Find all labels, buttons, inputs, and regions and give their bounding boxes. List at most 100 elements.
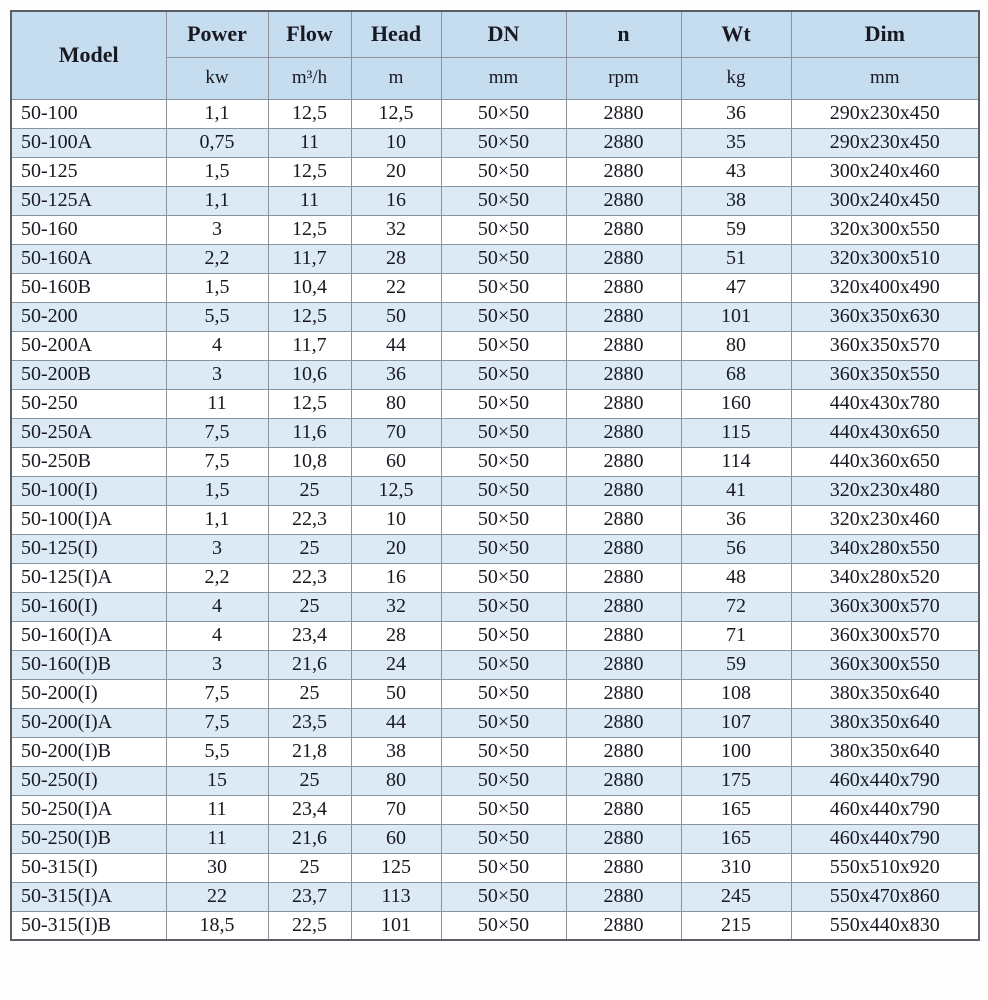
model-cell: 50-250 <box>10 388 167 419</box>
value-cell: 115 <box>680 417 792 448</box>
value-cell: 4 <box>165 591 269 622</box>
value-cell: 310 <box>680 852 792 883</box>
value-cell: 100 <box>680 736 792 767</box>
value-cell: 32 <box>350 214 442 245</box>
value-cell: 36 <box>680 504 792 535</box>
value-cell: 2880 <box>565 156 682 187</box>
value-cell: 50×50 <box>440 301 567 332</box>
model-cell: 50-125A <box>10 185 167 216</box>
value-cell: 1,1 <box>165 504 269 535</box>
value-cell: 12,5 <box>350 98 442 129</box>
value-cell: 440x430x650 <box>790 417 980 448</box>
value-cell: 340x280x520 <box>790 562 980 593</box>
value-cell: 12,5 <box>267 301 352 332</box>
model-cell: 50-100(I) <box>10 475 167 506</box>
value-cell: 320x300x510 <box>790 243 980 274</box>
value-cell: 50×50 <box>440 678 567 709</box>
value-cell: 3 <box>165 214 269 245</box>
value-cell: 50×50 <box>440 243 567 274</box>
model-cell: 50-315(I)A <box>10 881 167 912</box>
table-row: 50-100(I) 1,5 25 12,5 50×50 2880 41 320x230x480 <box>10 475 980 506</box>
value-cell: 15 <box>165 765 269 796</box>
value-cell: 2880 <box>565 910 682 941</box>
value-cell: 50×50 <box>440 359 567 390</box>
value-cell: 340x280x550 <box>790 533 980 564</box>
value-cell: 44 <box>350 707 442 738</box>
value-cell: 22 <box>165 881 269 912</box>
value-cell: 2880 <box>565 591 682 622</box>
value-cell: 7,5 <box>165 678 269 709</box>
table-row: 50-160(I)B 3 21,6 24 50×50 2880 59 360x300x550 <box>10 649 980 680</box>
value-cell: 50×50 <box>440 736 567 767</box>
value-cell: 1,1 <box>165 185 269 216</box>
unit-cell-dim: mm <box>790 56 980 100</box>
table-row: 50-200 5,5 12,5 50 50×50 2880 101 360x350x630 <box>10 301 980 332</box>
header-cell-head: Head <box>350 10 442 58</box>
model-cell: 50-250A <box>10 417 167 448</box>
value-cell: 2880 <box>565 272 682 303</box>
unit-cell-head: m <box>350 56 442 100</box>
value-cell: 23,4 <box>267 794 352 825</box>
unit-cell-dn: mm <box>440 56 567 100</box>
value-cell: 165 <box>680 823 792 854</box>
value-cell: 60 <box>350 446 442 477</box>
value-cell: 12,5 <box>267 388 352 419</box>
value-cell: 12,5 <box>350 475 442 506</box>
value-cell: 2880 <box>565 127 682 158</box>
value-cell: 59 <box>680 214 792 245</box>
value-cell: 11 <box>165 794 269 825</box>
value-cell: 4 <box>165 620 269 651</box>
value-cell: 2880 <box>565 649 682 680</box>
value-cell: 60 <box>350 823 442 854</box>
model-cell: 50-200(I) <box>10 678 167 709</box>
value-cell: 50×50 <box>440 649 567 680</box>
value-cell: 20 <box>350 156 442 187</box>
value-cell: 12,5 <box>267 98 352 129</box>
value-cell: 50×50 <box>440 475 567 506</box>
table-row: 50-200(I) 7,5 25 50 50×50 2880 108 380x350x640 <box>10 678 980 709</box>
value-cell: 460x440x790 <box>790 794 980 825</box>
value-cell: 50×50 <box>440 823 567 854</box>
value-cell: 11,6 <box>267 417 352 448</box>
value-cell: 2880 <box>565 214 682 245</box>
table-row: 50-250(I) 15 25 80 50×50 2880 175 460x440x790 <box>10 765 980 796</box>
value-cell: 4 <box>165 330 269 361</box>
value-cell: 50×50 <box>440 156 567 187</box>
value-cell: 38 <box>680 185 792 216</box>
table-row: 50-160 3 12,5 32 50×50 2880 59 320x300x550 <box>10 214 980 245</box>
value-cell: 50×50 <box>440 214 567 245</box>
value-cell: 360x350x570 <box>790 330 980 361</box>
model-cell: 50-200A <box>10 330 167 361</box>
model-cell: 50-125 <box>10 156 167 187</box>
value-cell: 290x230x450 <box>790 127 980 158</box>
model-cell: 50-200(I)B <box>10 736 167 767</box>
model-cell: 50-100A <box>10 127 167 158</box>
model-cell: 50-250B <box>10 446 167 477</box>
value-cell: 2880 <box>565 823 682 854</box>
model-cell: 50-250(I)B <box>10 823 167 854</box>
value-cell: 175 <box>680 765 792 796</box>
value-cell: 5,5 <box>165 301 269 332</box>
value-cell: 18,5 <box>165 910 269 941</box>
model-cell: 50-160A <box>10 243 167 274</box>
value-cell: 2880 <box>565 417 682 448</box>
model-cell: 50-160(I)B <box>10 649 167 680</box>
value-cell: 2880 <box>565 736 682 767</box>
value-cell: 47 <box>680 272 792 303</box>
value-cell: 50×50 <box>440 765 567 796</box>
model-cell: 50-250(I)A <box>10 794 167 825</box>
value-cell: 5,5 <box>165 736 269 767</box>
unit-cell-n: rpm <box>565 56 682 100</box>
value-cell: 1,5 <box>165 272 269 303</box>
table-row: 50-100 1,1 12,5 12,5 50×50 2880 36 290x230x450 <box>10 98 980 129</box>
value-cell: 36 <box>350 359 442 390</box>
value-cell: 2880 <box>565 446 682 477</box>
value-cell: 7,5 <box>165 417 269 448</box>
value-cell: 101 <box>350 910 442 941</box>
value-cell: 16 <box>350 185 442 216</box>
value-cell: 1,5 <box>165 156 269 187</box>
value-cell: 2880 <box>565 301 682 332</box>
value-cell: 24 <box>350 649 442 680</box>
value-cell: 50×50 <box>440 127 567 158</box>
value-cell: 2880 <box>565 533 682 564</box>
